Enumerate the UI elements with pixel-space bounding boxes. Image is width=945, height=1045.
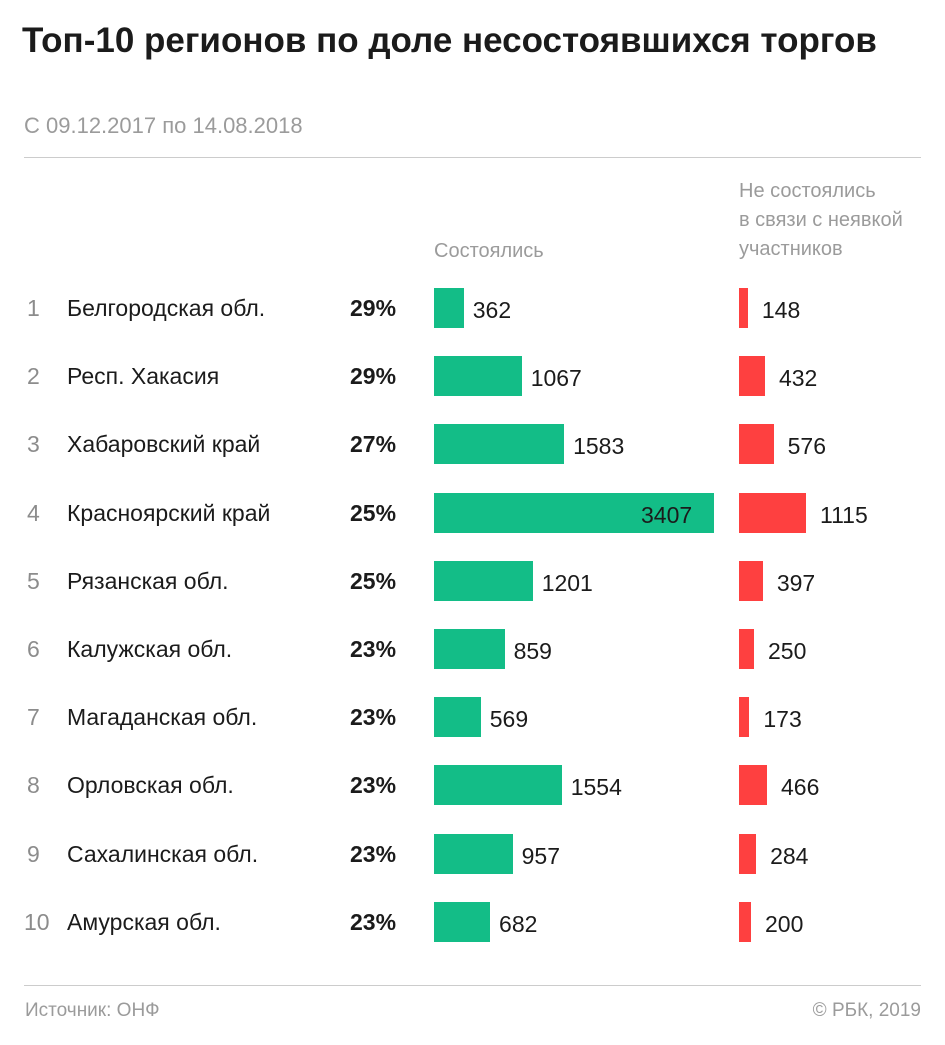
failed-bar bbox=[739, 697, 750, 738]
share-label: 27% bbox=[350, 431, 397, 458]
failed-bar bbox=[739, 356, 765, 397]
region-name: Рязанская обл. bbox=[67, 567, 229, 594]
held-value-label: 682 bbox=[499, 910, 538, 937]
region-name: Сахалинская обл. bbox=[67, 840, 259, 867]
held-bar bbox=[434, 356, 522, 397]
failed-value-label: 432 bbox=[778, 365, 818, 392]
held-bar bbox=[434, 424, 565, 465]
failed-header-line-3: участников bbox=[739, 238, 843, 260]
held-value-label: 957 bbox=[521, 842, 561, 869]
held-bar bbox=[434, 492, 714, 533]
share-label: 23% bbox=[350, 840, 397, 867]
failed-value-label: 250 bbox=[768, 638, 807, 664]
row-rank: 3 bbox=[27, 431, 40, 458]
source-note: Источник: ОНФ bbox=[25, 1000, 160, 1021]
share-label: 23% bbox=[350, 704, 397, 731]
held-bar bbox=[434, 629, 505, 669]
failed-value-label: 148 bbox=[761, 297, 801, 323]
region-name: Белгородская обл. bbox=[67, 295, 266, 321]
held-bar bbox=[434, 560, 533, 601]
share-label: 23% bbox=[350, 636, 397, 662]
row-rank: 4 bbox=[27, 499, 40, 526]
failed-bar bbox=[739, 288, 748, 328]
row-rank: 5 bbox=[27, 567, 40, 594]
share-label: 25% bbox=[350, 567, 397, 594]
region-name: Калужская обл. bbox=[67, 636, 233, 662]
region-name: Амурская обл. bbox=[67, 908, 221, 935]
failed-bar bbox=[739, 424, 774, 465]
failed-value-label: 1115 bbox=[820, 501, 868, 528]
held-value-label: 1583 bbox=[573, 433, 625, 460]
held-value-label: 362 bbox=[472, 297, 512, 323]
failed-bar bbox=[739, 901, 752, 942]
failed-value-label: 576 bbox=[787, 433, 826, 460]
row-rank: 6 bbox=[27, 636, 40, 662]
failed-header-line-2: в связи с неявкой bbox=[739, 209, 903, 231]
failed-value-label: 284 bbox=[770, 842, 809, 869]
held-bar bbox=[434, 765, 562, 806]
share-label: 29% bbox=[350, 295, 397, 321]
failed-value-label: 397 bbox=[776, 569, 816, 596]
region-name: Орловская обл. bbox=[67, 772, 234, 799]
failed-value-label: 173 bbox=[763, 706, 802, 733]
region-name: Респ. Хакасия bbox=[67, 363, 220, 390]
held-value-label: 569 bbox=[489, 706, 529, 733]
share-label: 23% bbox=[350, 772, 397, 799]
share-label: 23% bbox=[350, 908, 397, 935]
share-label: 25% bbox=[350, 499, 397, 526]
row-rank: 7 bbox=[27, 704, 40, 731]
failed-header-line-1: Не состоялись bbox=[739, 180, 876, 202]
held-value-label: 1554 bbox=[570, 774, 622, 801]
region-name: Красноярский край bbox=[67, 499, 271, 526]
row-rank: 1 bbox=[27, 295, 40, 321]
failed-value-label: 200 bbox=[765, 910, 804, 937]
share-label: 29% bbox=[350, 363, 397, 390]
failed-bar bbox=[739, 492, 806, 533]
held-value-label: 1201 bbox=[541, 569, 593, 596]
row-rank: 2 bbox=[27, 363, 40, 390]
held-value-label: 859 bbox=[513, 638, 552, 664]
chart-title: Топ-10 регионов по доле несостоявшихся т… bbox=[22, 21, 877, 60]
held-value-label: 1067 bbox=[530, 365, 582, 392]
failed-column-header: Не состоялись в связи с неявкой участник… bbox=[739, 177, 939, 264]
failed-bar bbox=[739, 629, 755, 669]
copyright-note: © РБК, 2019 bbox=[812, 1000, 921, 1021]
held-bar bbox=[434, 833, 513, 874]
failed-bar bbox=[739, 765, 767, 806]
held-bar bbox=[434, 288, 464, 328]
held-value-label: 3407 bbox=[641, 501, 693, 528]
failed-bar bbox=[739, 560, 763, 601]
row-rank: 9 bbox=[27, 840, 40, 867]
top-divider bbox=[24, 157, 921, 158]
region-name: Магаданская обл. bbox=[67, 704, 258, 731]
row-rank: 8 bbox=[27, 772, 40, 799]
failed-bar bbox=[739, 833, 757, 874]
region-name: Хабаровский край bbox=[67, 431, 261, 458]
chart-subtitle: С 09.12.2017 по 14.08.2018 bbox=[24, 113, 303, 138]
held-bar bbox=[434, 697, 481, 738]
failed-value-label: 466 bbox=[781, 774, 820, 801]
held-bar bbox=[434, 901, 491, 942]
held-column-header: Состоялись bbox=[434, 240, 544, 262]
bottom-divider bbox=[24, 985, 921, 986]
row-rank: 10 bbox=[24, 908, 50, 935]
